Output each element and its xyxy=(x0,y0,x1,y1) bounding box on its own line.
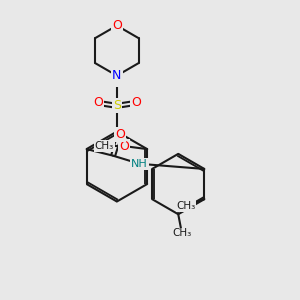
Text: O: O xyxy=(112,19,122,32)
Text: NH: NH xyxy=(131,159,148,169)
Text: CH₃: CH₃ xyxy=(172,228,191,239)
Text: CH₃: CH₃ xyxy=(94,141,114,151)
Text: O: O xyxy=(93,96,103,110)
Text: O: O xyxy=(115,128,125,141)
Text: N: N xyxy=(112,69,122,82)
Text: O: O xyxy=(131,96,141,110)
Text: O: O xyxy=(119,140,129,153)
Text: N: N xyxy=(112,73,122,86)
Text: CH₃: CH₃ xyxy=(176,201,196,211)
Text: S: S xyxy=(113,99,121,112)
